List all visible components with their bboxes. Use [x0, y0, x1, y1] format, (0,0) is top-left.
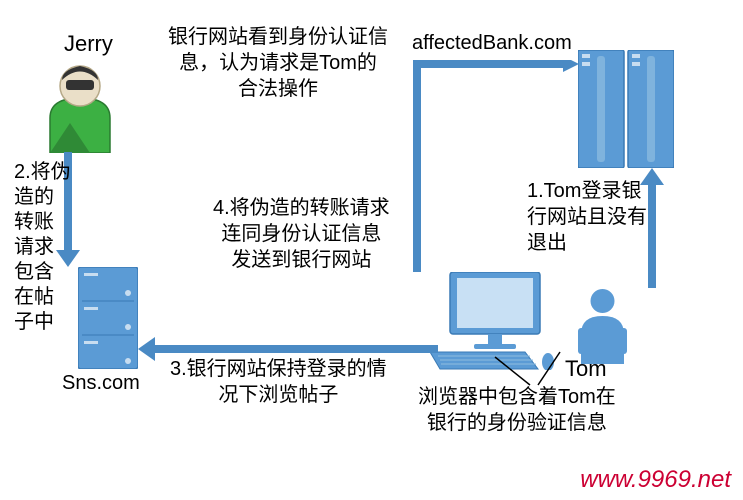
bank-label: affectedBank.com	[412, 30, 572, 56]
jerry-label: Jerry	[64, 30, 113, 59]
jerry-icon	[40, 58, 120, 153]
watermark: www.9969.net	[580, 466, 731, 494]
step2-text: 2.将伪 造的 转账 请求 包含 在帖 子中	[14, 160, 71, 335]
step3-text: 3.银行网站保持登录的情 况下浏览帖子	[170, 356, 387, 408]
step4-text: 4.将伪造的转账请求 连同身份认证信息 发送到银行网站	[213, 195, 390, 273]
bank-server-icon	[578, 50, 674, 168]
browser-note: 浏览器中包含着Tom在 银行的身份验证信息	[418, 384, 616, 436]
arrow-step4	[413, 60, 583, 280]
sns-label: Sns.com	[62, 370, 140, 396]
header-text: 银行网站看到身份认证信 息，认为请求是Tom的 合法操作	[168, 24, 388, 102]
sns-server-icon	[78, 267, 138, 369]
arrow-tom-to-bank	[640, 168, 664, 288]
